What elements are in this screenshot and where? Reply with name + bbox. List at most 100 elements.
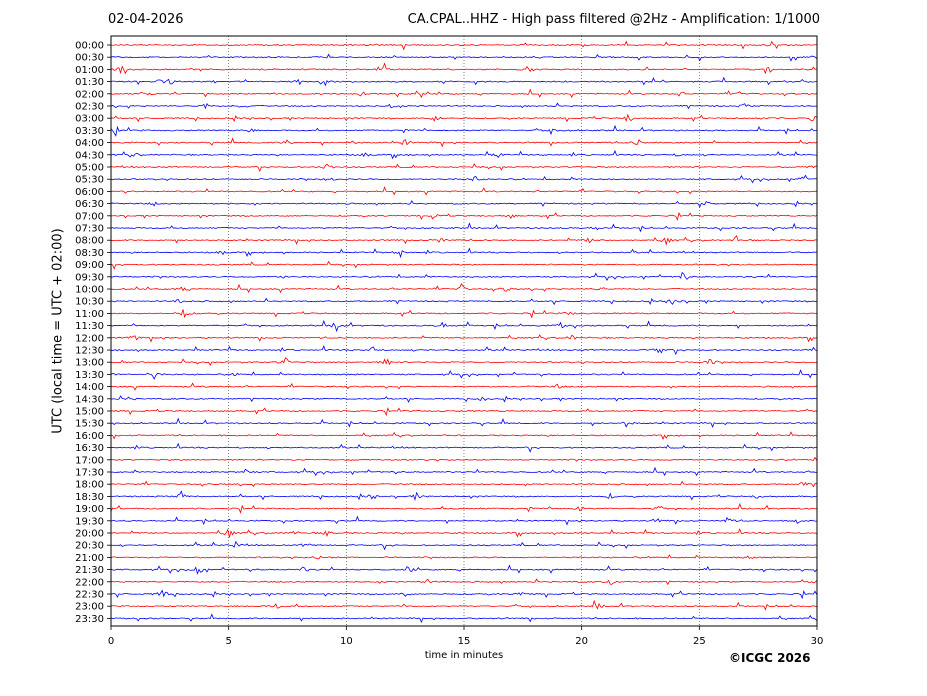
y-tick-label: 08:30 xyxy=(75,248,104,259)
seismic-trace xyxy=(110,357,817,366)
y-tick-label: 06:00 xyxy=(75,187,104,198)
seismic-trace xyxy=(110,40,817,51)
chart-title: CA.CPAL..HHZ - High pass filtered @2Hz -… xyxy=(407,12,820,27)
y-tick-label: 21:00 xyxy=(75,553,104,564)
seismic-trace xyxy=(110,319,817,333)
y-tick-label: 21:30 xyxy=(75,565,104,576)
x-axis-label: time in minutes xyxy=(424,650,504,661)
seismic-trace xyxy=(110,382,817,391)
seismic-trace xyxy=(110,53,817,62)
y-tick-label: 17:00 xyxy=(75,455,104,466)
seismic-trace xyxy=(110,334,817,343)
y-tick-label: 05:30 xyxy=(75,175,104,186)
y-tick-label: 05:00 xyxy=(75,163,104,174)
y-tick-label: 10:30 xyxy=(75,297,104,308)
seismic-trace xyxy=(110,554,817,560)
x-tick-label: 30 xyxy=(811,636,824,647)
y-tick-label: 03:30 xyxy=(75,126,104,137)
y-tick-label: 03:00 xyxy=(75,114,104,125)
seismic-trace xyxy=(110,137,817,148)
seismic-trace xyxy=(110,599,817,611)
x-tick-label: 20 xyxy=(575,636,588,647)
y-tick-label: 02:00 xyxy=(75,89,104,100)
y-tick-label: 23:00 xyxy=(75,602,104,613)
y-tick-label: 01:00 xyxy=(75,65,104,76)
y-tick-label: 19:00 xyxy=(75,504,104,515)
y-tick-label: 07:00 xyxy=(75,211,104,222)
x-tick-label: 5 xyxy=(225,636,231,647)
y-tick-label: 16:30 xyxy=(75,443,104,454)
y-tick-label: 01:30 xyxy=(75,77,104,88)
y-tick-label: 02:30 xyxy=(75,102,104,113)
seismic-trace xyxy=(110,200,817,208)
seismic-trace xyxy=(110,88,817,99)
seismic-trace xyxy=(110,456,817,462)
seismic-trace xyxy=(110,283,817,294)
y-tick-label: 04:30 xyxy=(75,150,104,161)
y-tick-label: 17:30 xyxy=(75,468,104,479)
y-tick-label: 00:30 xyxy=(75,53,104,64)
seismic-trace xyxy=(110,235,817,246)
y-tick-label: 15:00 xyxy=(75,407,104,418)
y-tick-label: 04:00 xyxy=(75,138,104,149)
x-tick-label: 15 xyxy=(458,636,471,647)
seismic-trace xyxy=(110,515,817,526)
y-tick-label: 14:30 xyxy=(75,394,104,405)
seismic-trace xyxy=(110,502,817,514)
y-tick-label: 16:00 xyxy=(75,431,104,442)
y-tick-label: 18:00 xyxy=(75,480,104,491)
seismic-trace xyxy=(110,395,817,403)
seismic-trace xyxy=(110,564,817,575)
seismic-trace xyxy=(110,417,817,428)
y-tick-label: 19:30 xyxy=(75,516,104,527)
seismic-trace xyxy=(110,528,817,538)
seismic-trace xyxy=(110,540,817,551)
y-tick-label: 09:00 xyxy=(75,260,104,271)
seismic-trace xyxy=(110,613,817,624)
y-tick-label: 18:30 xyxy=(75,492,104,503)
seismic-trace xyxy=(110,345,817,356)
y-tick-label: 20:00 xyxy=(75,529,104,540)
seismic-trace xyxy=(110,222,817,233)
y-tick-label: 13:00 xyxy=(75,358,104,369)
seismic-trace xyxy=(110,113,817,123)
y-tick-label: 08:00 xyxy=(75,236,104,247)
seismic-trace xyxy=(110,76,817,87)
seismic-trace xyxy=(110,174,817,184)
y-tick-label: 20:30 xyxy=(75,541,104,552)
y-tick-label: 07:30 xyxy=(75,224,104,235)
x-tick-label: 25 xyxy=(693,636,706,647)
x-tick-label: 10 xyxy=(340,636,353,647)
y-tick-label: 12:30 xyxy=(75,346,104,357)
seismic-trace xyxy=(110,309,817,319)
seismic-trace xyxy=(110,490,817,501)
seismic-trace xyxy=(110,407,817,417)
seismic-trace xyxy=(110,431,817,440)
seismic-trace xyxy=(110,480,817,488)
y-tick-label: 12:00 xyxy=(75,333,104,344)
y-tick-label: 11:30 xyxy=(75,321,104,332)
seismic-trace xyxy=(110,589,817,600)
seismic-trace xyxy=(110,578,817,586)
y-tick-label: 23:30 xyxy=(75,614,104,625)
seismic-trace xyxy=(110,149,817,160)
seismic-trace xyxy=(110,271,817,281)
seismic-trace xyxy=(110,124,817,137)
y-tick-label: 09:30 xyxy=(75,272,104,283)
y-tick-label: 13:30 xyxy=(75,370,104,381)
y-tick-label: 06:30 xyxy=(75,199,104,210)
y-tick-label: 22:00 xyxy=(75,577,104,588)
plot-date: 02-04-2026 xyxy=(108,12,184,27)
seismic-trace xyxy=(110,369,817,380)
seismic-trace xyxy=(110,102,817,110)
y-tick-label: 00:00 xyxy=(75,41,104,52)
seismic-trace xyxy=(110,260,817,270)
y-tick-label: 22:30 xyxy=(75,590,104,601)
y-tick-label: 11:00 xyxy=(75,309,104,320)
y-tick-label: 10:00 xyxy=(75,285,104,296)
seismic-trace xyxy=(110,62,817,75)
copyright-notice: ©ICGC 2026 xyxy=(729,651,811,665)
x-tick-label: 0 xyxy=(108,636,114,647)
seismic-trace xyxy=(110,297,817,306)
